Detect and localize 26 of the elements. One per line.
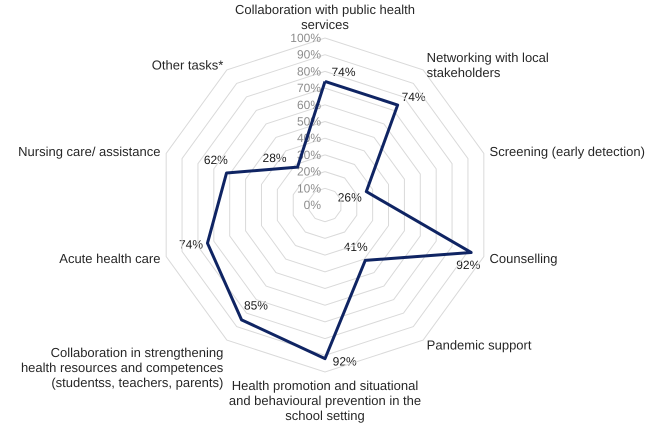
spoke-label: Nursing care/ assistance <box>18 144 160 160</box>
spoke-label: Acute health care <box>59 250 160 266</box>
data-label: 74% <box>331 64 356 79</box>
data-label: 74% <box>402 90 426 104</box>
spoke-label: Counselling <box>490 250 558 266</box>
spoke-label: Networking with local stakeholders <box>426 50 549 80</box>
spoke-label: Pandemic support <box>426 337 532 352</box>
y-tick-label: 100% <box>290 31 322 45</box>
y-tick-label: 10% <box>296 181 322 196</box>
data-label: 92% <box>332 354 358 369</box>
spoke-label: Screening (early detection) <box>490 144 645 160</box>
data-label: 28% <box>262 151 287 166</box>
y-tick-label: 90% <box>296 48 322 62</box>
data-label: 92% <box>456 258 481 272</box>
y-tick-label: 0% <box>304 198 322 212</box>
data-label: 41% <box>344 240 368 254</box>
data-label: 62% <box>204 153 228 168</box>
data-label: 26% <box>338 190 362 205</box>
spoke-label: Other tasks* <box>152 58 224 73</box>
y-tick-label: 70% <box>296 81 322 96</box>
y-tick-label: 80% <box>296 64 322 78</box>
y-tick-label: 20% <box>296 164 322 179</box>
spoke-label: Collaboration with public health services <box>235 2 415 32</box>
spoke-label: Health promotion and situational and behavioural prevention in the school setting <box>228 378 422 423</box>
data-label: 85% <box>244 298 268 313</box>
spoke-label: Collaboration in strengthening health resources and competences (studentss, teachers, parents) <box>20 344 224 390</box>
